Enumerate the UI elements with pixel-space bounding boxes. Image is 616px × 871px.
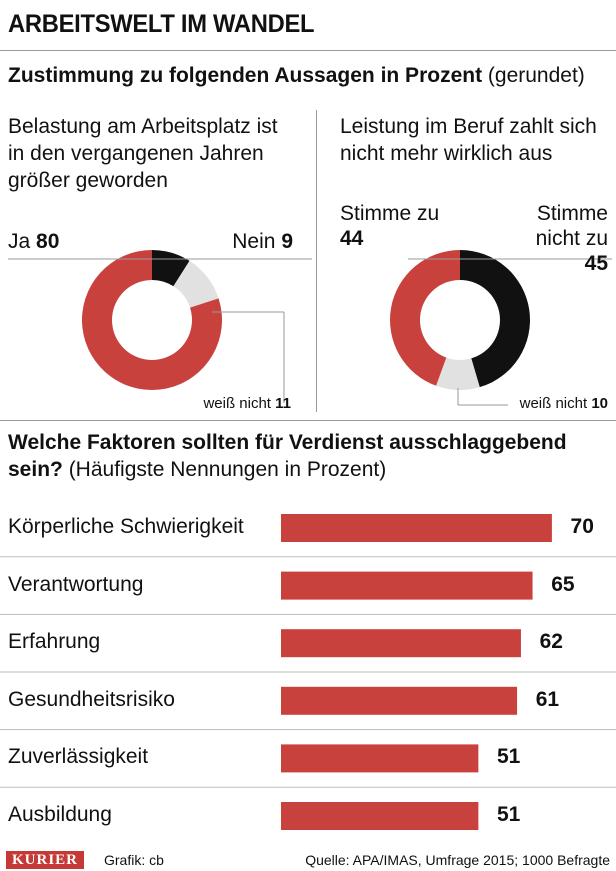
pie2-donut bbox=[389, 250, 531, 391]
label-text: Stimme bbox=[536, 202, 608, 225]
page-title: ARBEITSWELT IM WANDEL bbox=[8, 10, 315, 38]
bar-category-label: Gesundheitsrisiko bbox=[8, 687, 175, 711]
bar bbox=[281, 571, 533, 600]
bar-category-label: Körperliche Schwierigkeit bbox=[8, 515, 244, 538]
pie2-label-stimme-zu: Stimme zu 44 bbox=[340, 201, 439, 251]
subtitle-normal: (gerundet) bbox=[482, 64, 585, 87]
pie2-question-line: nicht mehr wirklich aus bbox=[340, 142, 553, 165]
bar-value-label: 51 bbox=[497, 745, 521, 769]
donut-slice bbox=[389, 250, 460, 386]
source-note: Quelle: APA/IMAS, Umfrage 2015; 1000 Bef… bbox=[305, 852, 610, 868]
bar-chart bbox=[0, 514, 616, 830]
bar bbox=[281, 629, 521, 658]
pie2-label-stimme-nicht-zu: Stimme nicht zu 45 bbox=[536, 201, 608, 276]
label-value: 44 bbox=[340, 227, 364, 250]
pie2-question-line: Leistung im Beruf zahlt sich bbox=[340, 115, 597, 138]
bar bbox=[281, 686, 518, 715]
label-text: nicht zu bbox=[535, 227, 608, 250]
label-text: weiß nicht bbox=[203, 395, 271, 412]
pie1-question: Belastung am Arbeitsplatz ist in den ver… bbox=[8, 113, 278, 194]
label-text: Nein bbox=[232, 230, 276, 253]
bar-category-label: Verantwortung bbox=[8, 572, 144, 596]
label-text: Stimme zu bbox=[340, 202, 440, 225]
bar bbox=[281, 744, 479, 773]
section-divider bbox=[0, 420, 616, 421]
donut-slice bbox=[436, 357, 480, 391]
label-text: Ja bbox=[8, 230, 31, 253]
pie2-label-weissnicht: weiß nicht 10 bbox=[520, 395, 608, 412]
bar-value-label: 62 bbox=[539, 630, 563, 654]
leader-lines bbox=[8, 258, 612, 406]
bar-chart-title: Welche Faktoren sollten für Verdienst au… bbox=[8, 429, 567, 483]
bar-value-label: 61 bbox=[535, 687, 560, 711]
label-value: 11 bbox=[275, 395, 291, 412]
label-value: 10 bbox=[591, 395, 608, 412]
pie1-label-nein: Nein 9 bbox=[232, 229, 293, 254]
bar-title-bold: Welche Faktoren sollten für Verdienst au… bbox=[8, 431, 567, 454]
graphic-credit: Grafik: cb bbox=[104, 852, 164, 868]
bar-value-label: 51 bbox=[497, 803, 521, 826]
bar bbox=[281, 514, 552, 542]
bar-category-label: Zuverlässigkeit bbox=[8, 745, 149, 769]
donut-slice bbox=[460, 250, 531, 388]
brand-logo: KURIER bbox=[6, 851, 85, 869]
label-value: 9 bbox=[281, 230, 293, 253]
pie2-question: Leistung im Beruf zahlt sich nicht mehr … bbox=[340, 113, 597, 167]
label-value: 45 bbox=[584, 252, 608, 275]
bar-title-normal: (Häufigste Nennungen in Prozent) bbox=[62, 458, 387, 481]
title-divider bbox=[0, 50, 616, 51]
pie1-question-line: größer geworden bbox=[8, 169, 168, 192]
section-subtitle: Zustimmung zu folgenden Aussagen in Proz… bbox=[8, 64, 585, 88]
pie1-label-ja: Ja 80 bbox=[8, 229, 59, 254]
pie1-question-line: in den vergangenen Jahren bbox=[8, 142, 264, 165]
column-divider bbox=[316, 110, 317, 412]
bar-category-label: Ausbildung bbox=[8, 803, 112, 826]
label-text: weiß nicht bbox=[519, 395, 588, 412]
bar-value-label: 65 bbox=[551, 572, 575, 596]
pie1-donut bbox=[82, 250, 223, 391]
donut-slice bbox=[82, 250, 223, 391]
bar bbox=[281, 802, 479, 830]
label-value: 80 bbox=[36, 230, 60, 253]
bar-category-label: Erfahrung bbox=[8, 630, 101, 654]
bar-value-label: 70 bbox=[570, 515, 594, 538]
donut-slice bbox=[173, 260, 219, 308]
subtitle-bold: Zustimmung zu folgenden Aussagen in Proz… bbox=[8, 64, 483, 87]
bar-title-bold: sein? bbox=[8, 458, 63, 481]
pie1-question-line: Belastung am Arbeitsplatz ist bbox=[8, 115, 278, 138]
pie1-label-weissnicht: weiß nicht 11 bbox=[203, 395, 291, 412]
